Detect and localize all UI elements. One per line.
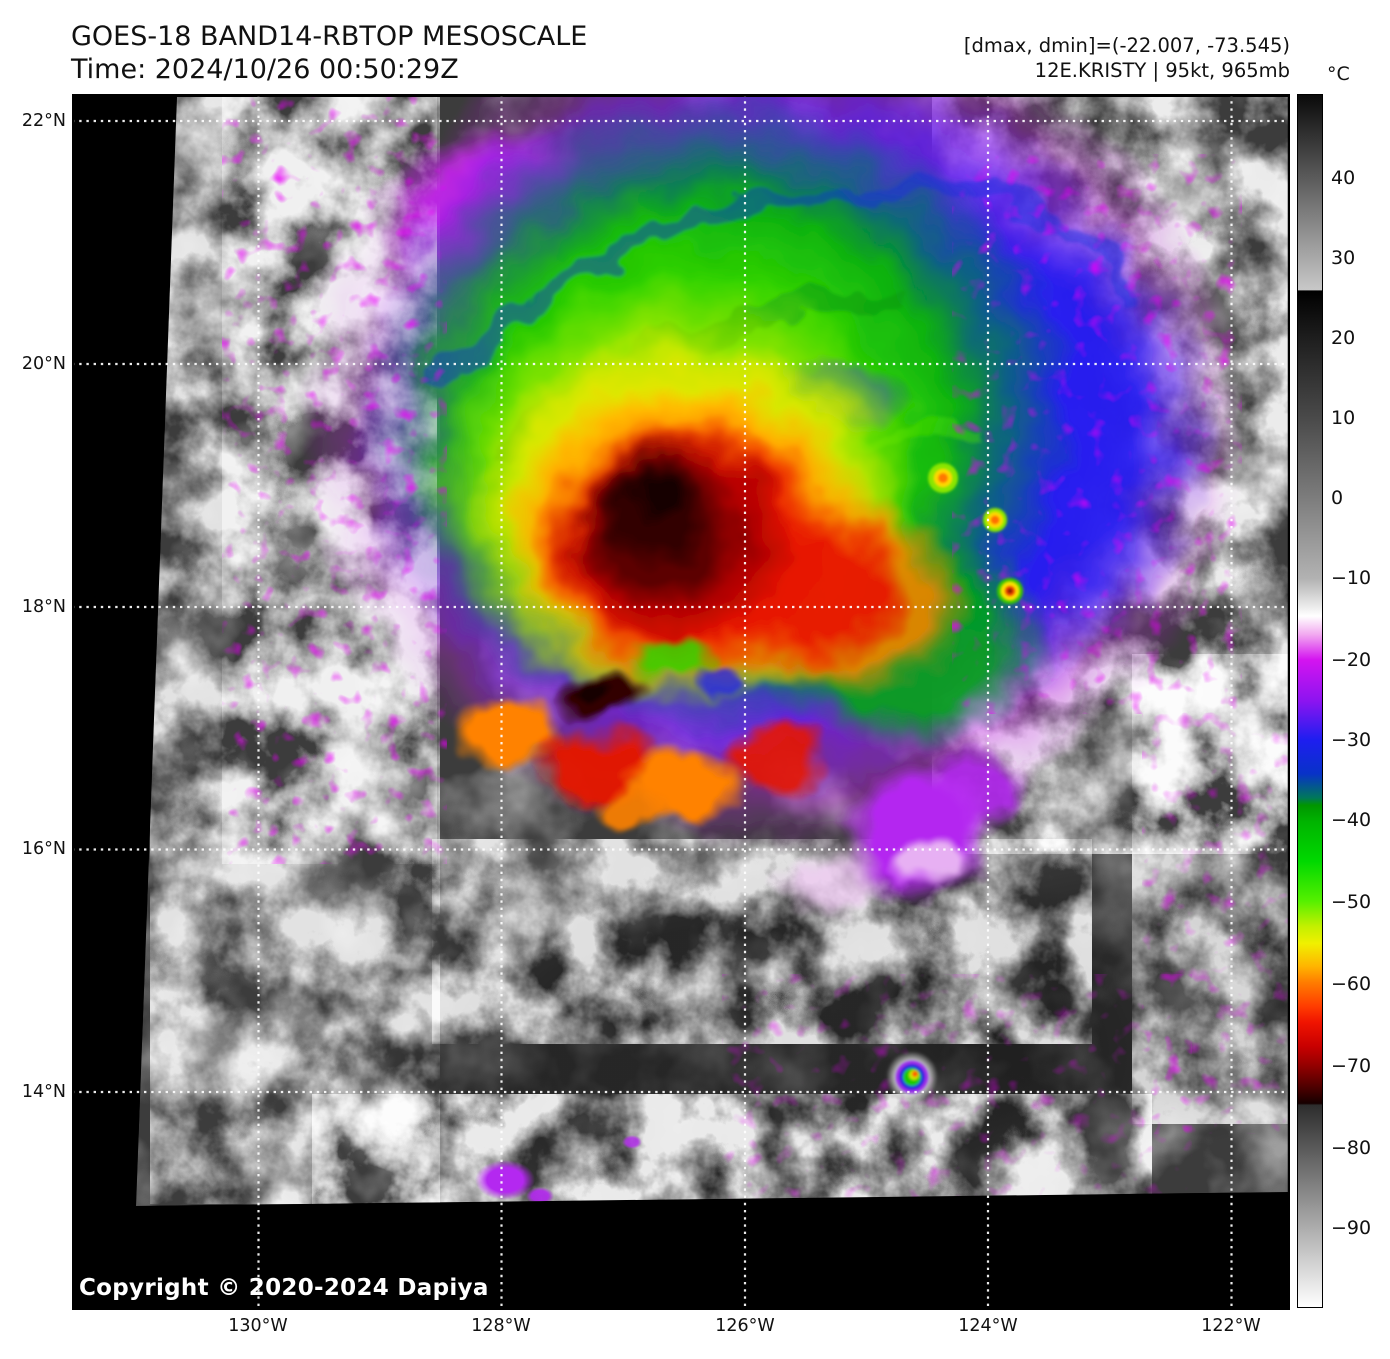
- satellite-data-region: [136, 97, 1290, 1206]
- lon-axis-label: 126°W: [715, 1316, 775, 1336]
- time-label: Time: 2024/10/26 00:50:29Z: [71, 54, 459, 85]
- storm-core: [554, 427, 794, 647]
- colorbar-tick-label: −80: [1331, 1137, 1372, 1159]
- colorbar: [1297, 94, 1323, 1308]
- satellite-image: [72, 94, 1290, 1310]
- map-frame: [72, 94, 1290, 1310]
- colorbar-tick-label: −60: [1331, 973, 1372, 995]
- lon-axis-label: 128°W: [471, 1316, 531, 1336]
- colorbar-tick-label: 30: [1331, 247, 1356, 269]
- colorbar-unit-label: °C: [1327, 63, 1350, 85]
- lon-axis-label: 124°W: [958, 1316, 1018, 1336]
- colorbar-tick-label: 0: [1331, 487, 1344, 509]
- colorbar-tick-label: −30: [1331, 729, 1372, 751]
- lat-axis-label: 18°N: [21, 597, 66, 617]
- colorbar-tick-label: 40: [1331, 167, 1356, 189]
- graticule: [72, 94, 1290, 1310]
- colorbar-tick-label: −20: [1331, 649, 1372, 671]
- dmax-dmin-label: [dmax, dmin]=(-22.007, -73.545): [963, 34, 1290, 57]
- magenta-speckles-west: [222, 97, 447, 864]
- copyright-label: Copyright © 2020-2024 Dapiya: [79, 1275, 489, 1301]
- magenta-speckles-east: [952, 154, 1242, 714]
- lon-axis-label: 130°W: [228, 1316, 288, 1336]
- lat-axis-label: 22°N: [21, 111, 66, 131]
- colorbar-tick-label: −40: [1331, 809, 1372, 831]
- small-convective-cell: [886, 1051, 938, 1103]
- satellite-map: Copyright © 2020-2024 Dapiya: [72, 94, 1290, 1310]
- storm-info-label: 12E.KRISTY | 95kt, 965mb: [1034, 59, 1290, 82]
- lat-axis-label: 14°N: [21, 1082, 66, 1102]
- lat-axis-label: 16°N: [21, 839, 66, 859]
- colorbar-tick-label: −70: [1331, 1055, 1372, 1077]
- page-title: GOES-18 BAND14-RBTOP MESOSCALE: [71, 21, 588, 52]
- colorbar-tick-label: −50: [1331, 891, 1372, 913]
- colorbar-tick-label: 10: [1331, 407, 1356, 429]
- colorbar-tick-label: −90: [1331, 1217, 1372, 1239]
- colorbar-tick-label: 20: [1331, 327, 1356, 349]
- east-convective-spots: [928, 463, 1023, 604]
- colorbar-tick-label: −10: [1331, 567, 1372, 589]
- south-purple-patch: [778, 746, 1026, 926]
- lat-axis-label: 20°N: [21, 354, 66, 374]
- lon-axis-label: 122°W: [1201, 1316, 1261, 1336]
